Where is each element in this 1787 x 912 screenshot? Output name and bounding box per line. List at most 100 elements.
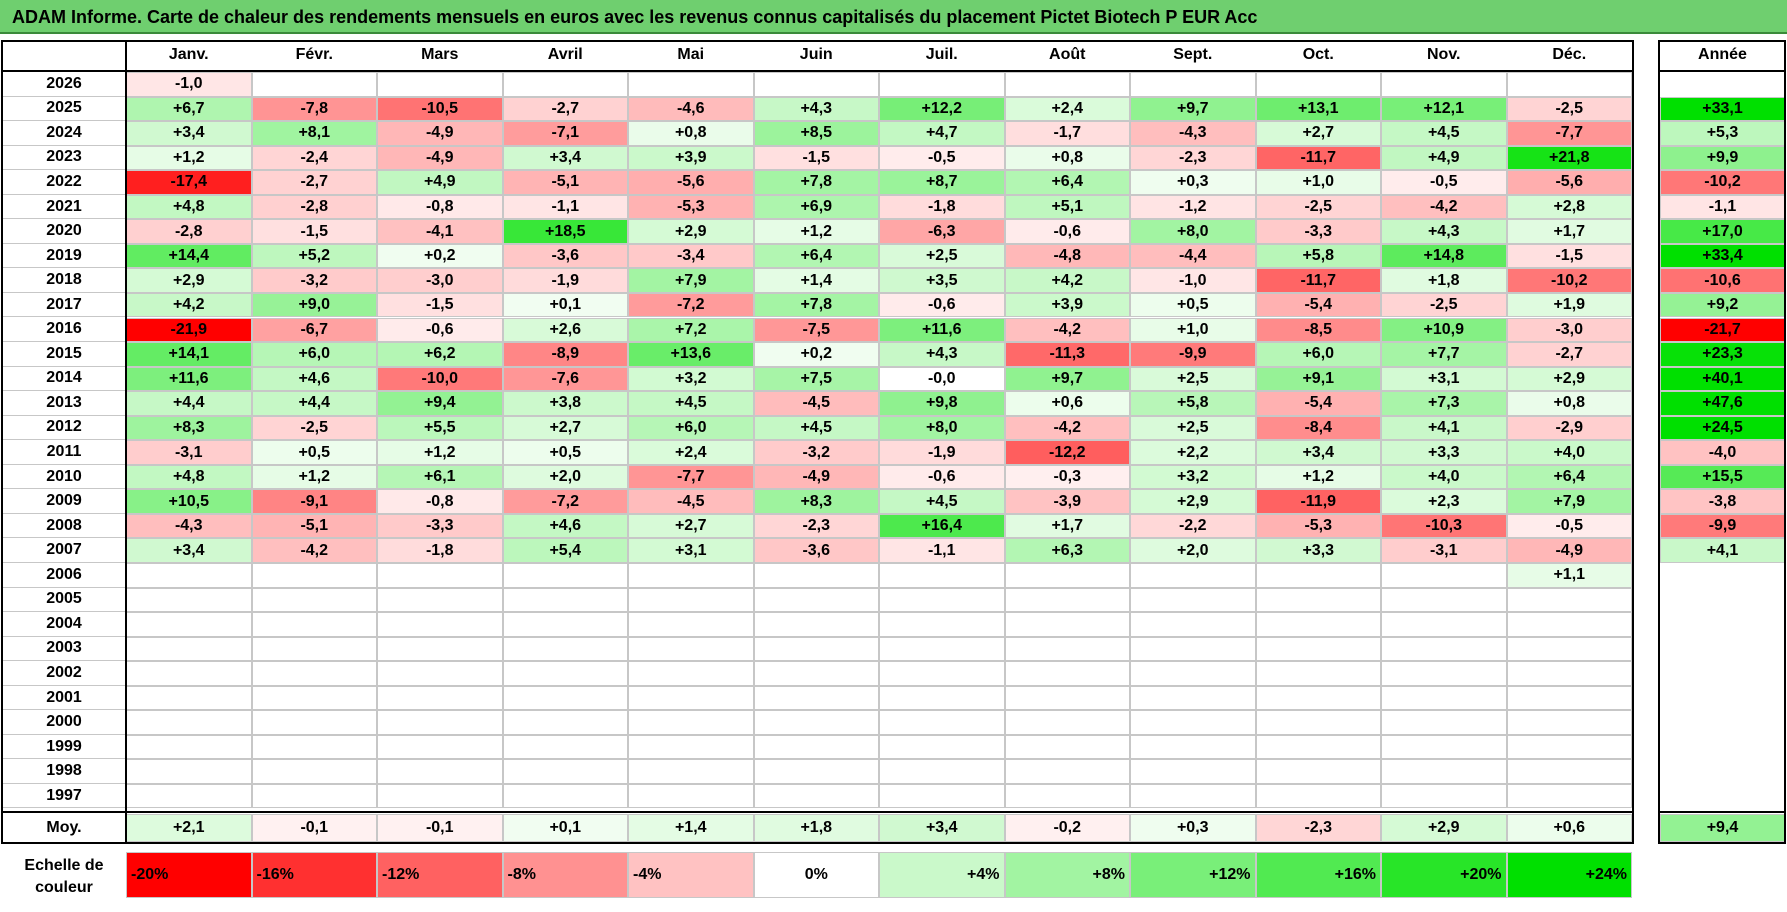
heatmap-cell (126, 710, 252, 735)
heatmap-cell: +2,7 (628, 513, 754, 539)
heatmap-cell (1381, 685, 1507, 711)
heatmap-cell (1255, 636, 1381, 662)
color-scale-swatch: +20% (1381, 852, 1507, 898)
row-year-label: 2014 (2, 367, 126, 392)
heatmap-cell (1255, 759, 1381, 784)
heatmap-cell: +4,5 (628, 391, 754, 416)
heatmap-cell: -5,4 (1255, 391, 1381, 416)
heatmap-cell: +5,8 (1255, 243, 1381, 269)
heatmap-cell: -0,3 (1004, 464, 1130, 490)
heatmap-cell: -4,1 (377, 219, 503, 244)
heatmap-cell (126, 636, 252, 662)
heatmap-cell (628, 587, 754, 613)
heatmap-cell (753, 710, 879, 735)
heatmap-cell: -3,6 (502, 243, 628, 269)
heatmap-cell: +5,5 (377, 415, 503, 441)
average-separator (1, 811, 1634, 813)
heatmap-cell: -1,9 (502, 268, 628, 293)
heatmap-cell (1381, 72, 1507, 97)
heatmap-cell (377, 72, 503, 97)
heatmap-cell (377, 612, 503, 637)
heatmap-cell: +3,2 (1130, 464, 1256, 490)
heatmap-cell (628, 661, 754, 686)
heatmap-cell: +1,0 (1130, 317, 1256, 343)
heatmap-cell: -3,0 (377, 268, 503, 293)
heatmap-cell: +14,4 (126, 243, 252, 269)
heatmap-cell: -2,7 (502, 96, 628, 122)
heatmap-cell (1004, 734, 1130, 760)
heatmap-cell: +2,9 (126, 268, 252, 293)
heatmap-cell (251, 685, 377, 711)
heatmap-cell: -5,3 (628, 194, 754, 220)
heatmap-cell: +7,5 (753, 366, 879, 392)
heatmap-cell: -1,5 (1506, 243, 1632, 269)
heatmap-cell: +3,1 (1381, 366, 1507, 392)
annual-cell: -21,7 (1660, 317, 1785, 343)
heatmap-cell: +8,3 (126, 415, 252, 441)
heatmap-cell (502, 612, 628, 637)
heatmap-cell: +7,2 (628, 317, 754, 343)
heatmap-cell: -2,5 (1381, 292, 1507, 318)
heatmap-cell: -1,8 (377, 538, 503, 563)
heatmap-cell: +8,0 (879, 415, 1005, 441)
month-header: Janv. (168, 46, 209, 63)
heatmap-cell: +14,1 (126, 342, 252, 367)
row-year-label: 2007 (2, 538, 126, 563)
heatmap-cell: +14,8 (1381, 243, 1507, 269)
heatmap-cell: +8,5 (753, 121, 879, 146)
year-column-separator (125, 40, 127, 842)
heatmap-cell: +5,4 (502, 538, 628, 563)
annual-cell: -3,8 (1660, 489, 1785, 514)
heatmap-cell: +0,3 (1130, 170, 1256, 195)
heatmap-cell: +4,9 (377, 170, 503, 195)
heatmap-cell: +2,7 (1255, 121, 1381, 146)
annual-cell: +33,1 (1660, 96, 1785, 122)
heatmap-cell: +3,9 (628, 145, 754, 171)
month-header: Oct. (1302, 46, 1334, 63)
heatmap-cell: -2,7 (251, 170, 377, 195)
month-header: Févr. (295, 46, 333, 63)
heatmap-cell (1381, 636, 1507, 662)
heatmap-cell: +4,5 (753, 415, 879, 441)
annual-cell: -4,0 (1660, 440, 1785, 465)
heatmap-cell (251, 587, 377, 613)
annual-cell: +40,1 (1660, 366, 1785, 392)
month-header: Avril (547, 46, 583, 63)
heatmap-cell (251, 563, 377, 588)
heatmap-cell: -1,5 (251, 219, 377, 244)
heatmap-cell (753, 563, 879, 588)
annual-cell: +4,1 (1660, 538, 1785, 563)
heatmap-cell: -3,3 (1255, 219, 1381, 244)
heatmap-cell: +2,7 (502, 415, 628, 441)
heatmap-cell: -10,2 (1506, 268, 1632, 293)
heatmap-cell (1255, 563, 1381, 588)
heatmap-cell: -1,7 (1004, 121, 1130, 146)
heatmap-cell (1506, 685, 1632, 711)
heatmap-cell: +6,9 (753, 194, 879, 220)
heatmap-cell: +1,2 (1255, 464, 1381, 490)
row-year-label: 2026 (2, 72, 126, 97)
heatmap-cell (251, 783, 377, 809)
heatmap-cell: +2,9 (1130, 489, 1256, 514)
heatmap-cell (879, 759, 1005, 784)
color-scale-swatch: 0% (753, 852, 879, 898)
heatmap-cell (377, 685, 503, 711)
annual-cell: -10,2 (1660, 170, 1785, 195)
heatmap-cell (251, 612, 377, 637)
heatmap-cell (251, 759, 377, 784)
heatmap-cell: -7,7 (1506, 121, 1632, 146)
heatmap-cell: +6,0 (628, 415, 754, 441)
average-cell: +3,4 (879, 814, 1005, 842)
heatmap-cell: +11,6 (879, 317, 1005, 343)
heatmap-cell: +12,2 (879, 96, 1005, 122)
annual-cell: +9,2 (1660, 292, 1785, 318)
heatmap-cell (1004, 661, 1130, 686)
annual-cell (1660, 685, 1785, 711)
heatmap-cell (879, 685, 1005, 711)
heatmap-cell: -4,9 (1506, 538, 1632, 563)
heatmap-cell: +2,3 (1381, 489, 1507, 514)
heatmap-cell: +6,4 (753, 243, 879, 269)
heatmap-cell: -5,1 (251, 513, 377, 539)
heatmap-cell: +3,2 (628, 366, 754, 392)
heatmap-cell (1381, 759, 1507, 784)
